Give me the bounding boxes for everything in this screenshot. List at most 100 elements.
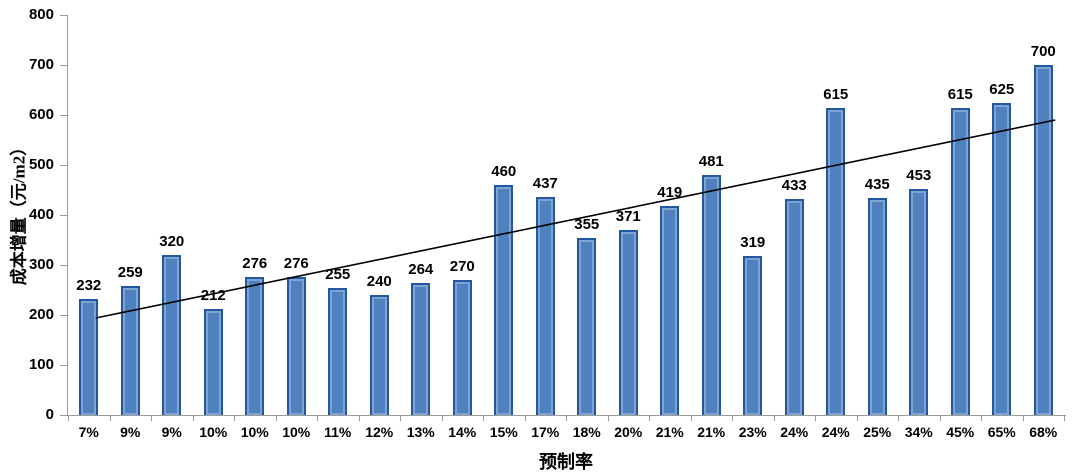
bar <box>909 188 929 415</box>
bar-value-label: 270 <box>449 258 475 275</box>
x-axis-title: 预制率 <box>539 452 593 472</box>
x-category-label: 15% <box>489 424 518 440</box>
bar <box>701 174 721 415</box>
x-tick-mark <box>192 416 194 421</box>
x-category-label: 24% <box>780 424 809 440</box>
bar <box>577 237 597 415</box>
x-category-label: 21% <box>655 424 684 440</box>
y-axis-line <box>67 15 68 416</box>
bar-value-label: 625 <box>989 80 1015 98</box>
bar-value-label: 264 <box>408 261 434 278</box>
y-tick-label: 600 <box>28 106 54 123</box>
x-tick-mark <box>441 416 443 421</box>
x-category-label: 20% <box>614 424 643 440</box>
y-tick-label: 400 <box>28 206 54 223</box>
bar <box>452 280 472 415</box>
y-tick-label: 500 <box>28 156 54 173</box>
bar <box>203 309 223 415</box>
y-tick-label: 300 <box>28 256 54 273</box>
x-category-label: 17% <box>531 424 560 440</box>
y-tick-label: 700 <box>28 56 54 73</box>
bar-value-label: 212 <box>200 287 226 304</box>
x-tick-mark <box>234 416 235 421</box>
bar-value-label: 453 <box>906 166 932 184</box>
bar <box>826 107 846 415</box>
x-category-label: 68% <box>1029 424 1058 440</box>
x-tick-mark <box>1022 416 1024 421</box>
x-tick-mark <box>607 416 609 421</box>
x-axis-line <box>60 415 1066 416</box>
x-tick-mark <box>939 416 941 421</box>
x-category-label: 24% <box>821 424 850 440</box>
x-category-label: 21% <box>697 424 726 440</box>
x-tick-mark <box>981 416 982 421</box>
bar <box>328 287 348 415</box>
bar-value-label: 481 <box>698 152 724 170</box>
bar <box>411 283 431 415</box>
y-tick-label: 0 <box>45 406 54 423</box>
bar <box>660 205 680 415</box>
y-tick-label: 200 <box>28 306 54 323</box>
bar <box>245 277 265 415</box>
bar <box>950 107 970 415</box>
x-tick-mark <box>317 416 318 421</box>
x-tick-mark <box>566 416 567 421</box>
y-tick-mark <box>60 215 67 216</box>
bar-value-label: 419 <box>657 183 683 201</box>
x-category-label: 12% <box>365 424 394 440</box>
x-category-label: 10% <box>199 424 228 440</box>
bar <box>1033 65 1053 415</box>
bar-value-label: 276 <box>242 255 268 272</box>
bar <box>494 185 514 415</box>
x-tick-mark <box>151 416 152 421</box>
bar <box>79 299 99 415</box>
bar-value-label: 437 <box>532 174 558 192</box>
x-category-label: 45% <box>946 424 975 440</box>
x-category-label: 25% <box>863 424 892 440</box>
bar-value-label: 232 <box>76 277 102 294</box>
x-category-label: 23% <box>738 424 767 440</box>
y-tick-mark <box>60 265 67 266</box>
bar-value-label: 615 <box>947 85 973 103</box>
bar <box>535 196 555 415</box>
y-tick-label: 100 <box>28 356 54 373</box>
bar-value-label: 700 <box>1030 43 1056 60</box>
bar <box>286 277 306 415</box>
x-category-label: 10% <box>282 424 311 440</box>
y-tick-mark <box>60 15 67 16</box>
bar <box>784 198 804 415</box>
bar <box>743 255 763 415</box>
bar-value-label: 615 <box>823 85 849 103</box>
x-tick-mark <box>68 416 69 421</box>
y-tick-label: 800 <box>28 6 54 23</box>
bar-value-label: 371 <box>615 207 641 225</box>
bar-value-label: 435 <box>864 175 890 193</box>
bar-value-label: 276 <box>283 255 309 272</box>
bar <box>618 229 638 415</box>
y-tick-mark <box>60 415 67 416</box>
x-tick-mark <box>815 416 816 421</box>
bar-value-label: 355 <box>574 215 600 233</box>
x-category-label: 7% <box>78 424 99 440</box>
x-category-label: 13% <box>406 424 435 440</box>
y-tick-mark <box>60 315 67 316</box>
y-tick-mark <box>60 165 67 166</box>
bar <box>867 197 887 415</box>
x-category-label: 65% <box>987 424 1016 440</box>
x-tick-mark <box>773 416 775 421</box>
plot-area: 0 100 200 300 400 500 600 700 800 232 7% 259 9% 320 9%… <box>29 6 1066 440</box>
x-category-label: 18% <box>572 424 601 440</box>
bar <box>120 285 140 415</box>
x-tick-mark <box>732 416 733 421</box>
bar <box>369 295 389 415</box>
trend-line <box>95 119 1056 319</box>
x-category-label: 11% <box>324 424 352 440</box>
x-tick-mark <box>1064 416 1065 421</box>
x-tick-mark <box>649 416 650 421</box>
x-tick-mark <box>856 416 858 421</box>
y-tick-mark <box>60 365 67 366</box>
y-tick-mark <box>60 65 67 66</box>
bar-value-label: 319 <box>740 233 766 251</box>
x-tick-mark <box>109 416 111 421</box>
